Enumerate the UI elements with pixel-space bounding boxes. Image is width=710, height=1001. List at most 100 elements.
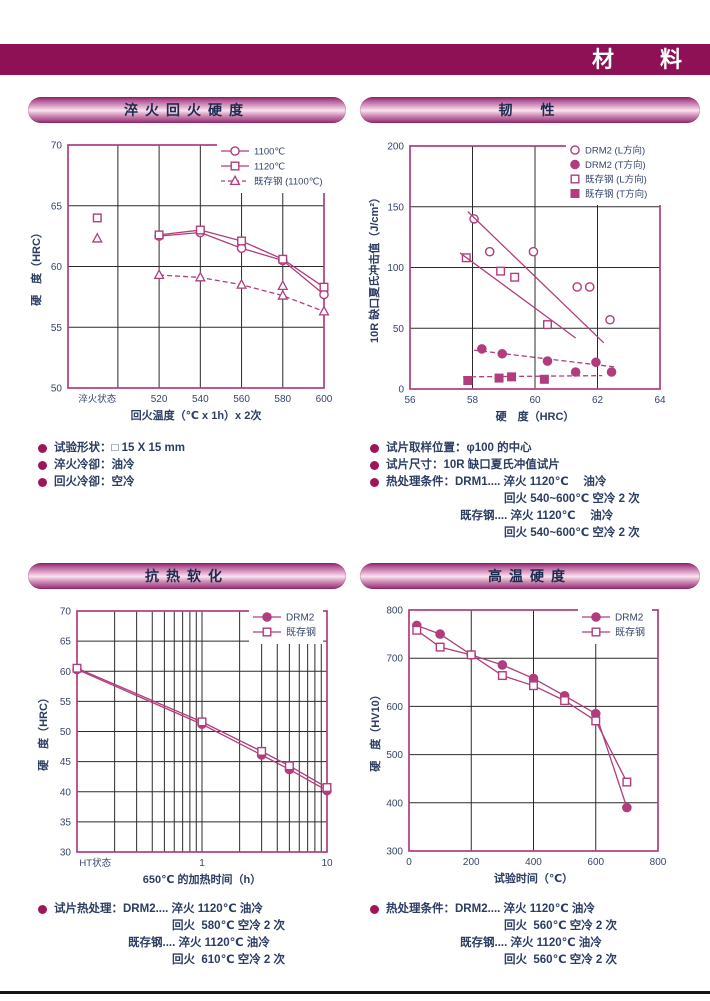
svg-text:55: 55: [51, 323, 63, 334]
svg-text:200: 200: [387, 142, 404, 153]
svg-text:DRM2: DRM2: [615, 613, 644, 624]
hot-hardness-chart: 300 400 500 600 700 800 0 200 400 600 800 试验时间（℃） 硬 …: [368, 606, 667, 886]
section-title: 高温硬度: [488, 568, 572, 584]
svg-text:56: 56: [404, 395, 416, 406]
section-heat-softening-resistance: 抗热软化 30 35 40 45 50 55 60 65 70 1 10 HT状态 650℃ 的加热时间…: [28, 563, 346, 969]
notes-list: 试验形状：□ 15 X 15 mm 淬火冷卻：油冷 回火冷卻：空冷: [28, 440, 346, 491]
svg-text:硬 度（HRC）: 硬 度（HRC）: [496, 409, 575, 423]
svg-text:150: 150: [387, 202, 404, 213]
svg-text:硬 度（HRC）: 硬 度（HRC）: [29, 227, 43, 306]
svg-text:520: 520: [151, 394, 168, 405]
svg-text:64: 64: [654, 395, 666, 406]
svg-text:DRM2 (T方向): DRM2 (T方向): [585, 159, 646, 171]
svg-text:40: 40: [60, 787, 72, 798]
svg-text:800: 800: [386, 606, 403, 617]
svg-text:600: 600: [316, 394, 333, 405]
svg-text:100: 100: [387, 263, 404, 274]
header-band: 材 料: [0, 44, 710, 75]
svg-text:800: 800: [650, 857, 667, 868]
svg-text:600: 600: [386, 702, 403, 713]
svg-text:10R 缺口夏氏冲击值（J/cm²）: 10R 缺口夏氏冲击值（J/cm²）: [367, 192, 381, 343]
section-title-pill: 韧 性: [360, 97, 700, 123]
svg-text:400: 400: [386, 798, 403, 809]
svg-text:30: 30: [60, 848, 72, 859]
svg-text:60: 60: [51, 262, 63, 273]
svg-text:50: 50: [60, 727, 72, 738]
svg-text:60: 60: [529, 395, 541, 406]
svg-text:1: 1: [199, 858, 205, 869]
footer-rule: [0, 991, 710, 994]
svg-text:1120℃: 1120℃: [254, 162, 285, 173]
section-title-pill: 淬火回火硬度: [28, 97, 346, 123]
svg-text:DRM2 (L方向): DRM2 (L方向): [585, 145, 645, 157]
section-title: 韧 性: [498, 102, 562, 118]
section-quench-temper-hardness: 淬火回火硬度 50 55 60 65 70 520 540 560 580 600 淬火状态回火温度…: [28, 97, 346, 491]
svg-text:50: 50: [51, 384, 63, 395]
svg-text:580: 580: [274, 394, 291, 405]
svg-text:HT状态: HT状态: [79, 857, 111, 869]
svg-text:0: 0: [406, 857, 412, 868]
note-line: 试验形状：□ 15 X 15 mm: [38, 440, 346, 457]
svg-text:58: 58: [467, 395, 479, 406]
svg-text:650℃ 的加热时间（h）: 650℃ 的加热时间（h）: [143, 872, 261, 886]
svg-text:500: 500: [386, 750, 403, 761]
section-title: 淬火回火硬度: [124, 102, 250, 118]
section-title-pill: 高温硬度: [360, 563, 700, 589]
notes-list: 试片取样位置：φ100 的中心 试片尺寸：10R 缺口夏氏冲值试片 热处理条件：DR…: [360, 440, 700, 542]
toughness-chart: 0 50 100 150 200 56 58 60 62 64 硬 度（HRC） 10R 缺口夏氏冲击…: [367, 141, 666, 423]
svg-text:45: 45: [60, 757, 72, 768]
svg-text:65: 65: [51, 201, 63, 212]
svg-text:200: 200: [463, 857, 480, 868]
svg-text:70: 70: [51, 141, 63, 152]
heat-softening-chart: 30 35 40 45 50 55 60 65 70 1 10 HT状态 650℃ 的加热时间（h） 硬 …: [36, 607, 333, 887]
svg-text:560: 560: [233, 394, 250, 405]
section-title-pill: 抗热软化: [28, 563, 346, 589]
svg-text:62: 62: [592, 395, 604, 406]
section-hot-hardness: 高温硬度 300 400 500 600 700 800 0 200 400 600 800 试验时间…: [360, 563, 700, 969]
svg-text:300: 300: [386, 847, 403, 858]
notes-list: 热处理条件：DRM2.... 淬火 1120℃ 油冷回火 560℃ 空冷 2 次…: [360, 901, 700, 969]
svg-text:既存钢 (L方向): 既存钢 (L方向): [585, 174, 647, 186]
svg-text:既存钢: 既存钢: [286, 626, 316, 639]
note-line: 回火 540~600℃ 空冷 2 次: [504, 493, 640, 505]
note-line: 回火 560℃ 空冷 2 次: [504, 954, 617, 966]
svg-text:540: 540: [192, 394, 209, 405]
note-line: 回火 580℃ 空冷 2 次: [172, 920, 285, 932]
note-line: 既存钢.... 淬火 1120℃ 油冷: [128, 937, 270, 949]
svg-text:1100℃: 1100℃: [254, 147, 285, 158]
svg-text:DRM2: DRM2: [286, 613, 315, 624]
svg-text:0: 0: [398, 385, 404, 396]
svg-text:既存钢 (T方向): 既存钢 (T方向): [585, 188, 647, 200]
section-title: 抗热软化: [145, 568, 229, 584]
svg-text:回火温度（℃ x 1h）x 2次: 回火温度（℃ x 1h）x 2次: [131, 408, 262, 422]
note-line: 回火 560℃ 空冷 2 次: [504, 920, 617, 932]
note-line: 热处理条件：DRM1.... 淬火 1120℃ 油冷: [370, 474, 700, 491]
note-line: 回火冷卻：空冷: [38, 474, 346, 491]
svg-text:50: 50: [393, 324, 405, 335]
note-line: 试片取样位置：φ100 的中心: [370, 440, 700, 457]
svg-text:700: 700: [386, 654, 403, 665]
svg-text:400: 400: [525, 857, 542, 868]
svg-text:60: 60: [60, 667, 72, 678]
section-toughness: 韧 性 0 50 100 150 200 56 58 60 62 64 硬 度（HRC） 10R 缺口…: [360, 97, 700, 542]
svg-text:600: 600: [587, 857, 604, 868]
svg-text:35: 35: [60, 817, 72, 828]
note-line: 试片尺寸：10R 缺口夏氏冲值试片: [370, 457, 700, 474]
svg-text:既存钢 (1100℃): 既存钢 (1100℃): [254, 176, 323, 188]
note-line: 既存钢.... 淬火 1120℃ 油冷: [460, 937, 602, 949]
note-line: 既存钢.... 淬火 1120℃ 油冷: [460, 510, 614, 522]
svg-text:10: 10: [321, 858, 333, 869]
note-line: 淬火冷卻：油冷: [38, 457, 346, 474]
note-line: 试片热处理：DRM2.... 淬火 1120℃ 油冷: [38, 901, 346, 918]
svg-text:既存钢: 既存钢: [615, 626, 645, 639]
svg-text:试验时间（℃）: 试验时间（℃）: [494, 871, 573, 885]
svg-text:淬火状态: 淬火状态: [78, 393, 117, 405]
note-line: 热处理条件：DRM2.... 淬火 1120℃ 油冷: [370, 901, 700, 918]
svg-text:硬 度（HV10）: 硬 度（HV10）: [368, 689, 382, 772]
svg-text:硬 度（HRC）: 硬 度（HRC）: [36, 692, 50, 771]
svg-text:70: 70: [60, 607, 72, 618]
note-line: 回火 610℃ 空冷 2 次: [172, 954, 285, 966]
page-title: 材 料: [591, 47, 694, 72]
